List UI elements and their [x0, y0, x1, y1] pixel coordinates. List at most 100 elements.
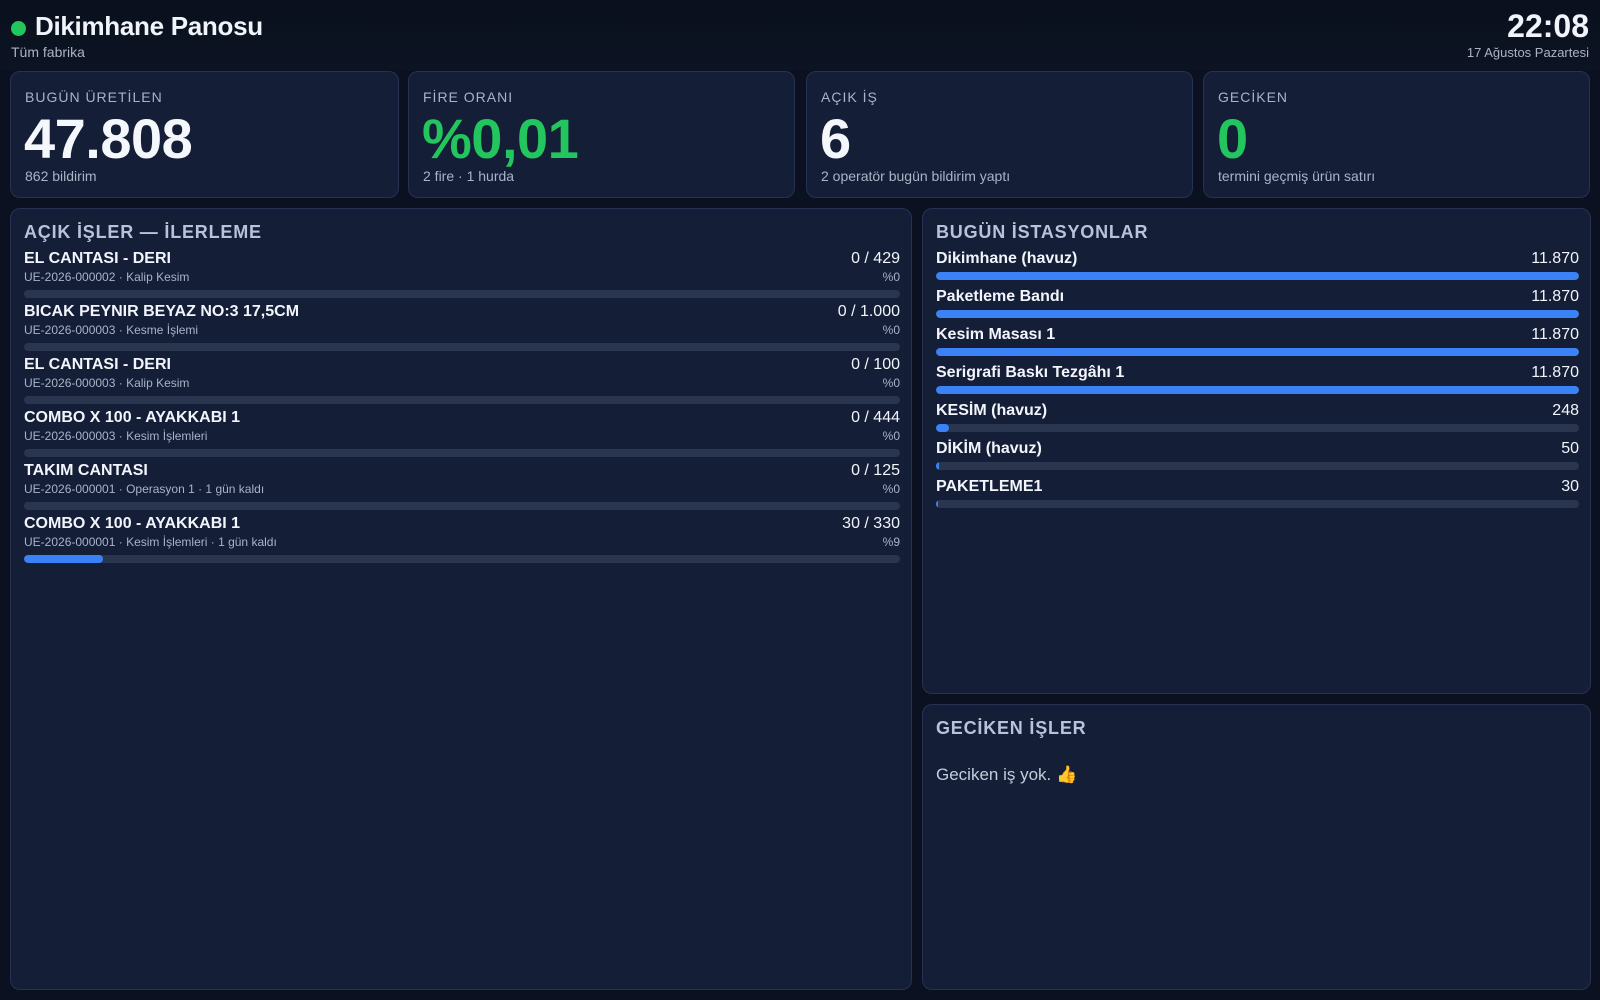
station-value: 11.870	[1531, 288, 1579, 305]
job-progress-fill	[24, 555, 103, 563]
station-value: 11.870	[1531, 326, 1579, 343]
open-jobs-panel: AÇIK İŞLER — İLERLEME EL CANTASI - DERI …	[10, 208, 912, 990]
job-progress-track	[24, 502, 900, 510]
station-row[interactable]: Kesim Masası 1 11.870	[936, 326, 1579, 362]
job-name: EL CANTASI - DERI	[24, 250, 171, 267]
station-bar-fill	[936, 272, 1579, 280]
station-value: 50	[1561, 440, 1579, 457]
job-count: 0 / 444	[851, 409, 900, 426]
stat-note: 862 bildirim	[25, 168, 97, 184]
station-name: DİKİM (havuz)	[936, 440, 1042, 457]
panel-title: AÇIK İŞLER — İLERLEME	[24, 222, 262, 242]
job-progress-track	[24, 396, 900, 404]
station-name: Paketleme Bandı	[936, 288, 1065, 305]
station-bar-track	[936, 424, 1579, 432]
job-percent: %9	[882, 535, 900, 549]
job-percent: %0	[882, 323, 900, 337]
stat-card-overdue: GECİKEN 0 termini geçmiş ürün satırı	[1203, 71, 1590, 198]
station-bar-fill	[936, 500, 938, 508]
job-meta: UE-2026-000001 · Operasyon 1 · 1 gün kal…	[24, 482, 265, 496]
panel-title: BUGÜN İSTASYONLAR	[936, 222, 1149, 242]
job-progress-track	[24, 555, 900, 563]
station-bar-track	[936, 386, 1579, 394]
job-name: TAKIM CANTASI	[24, 462, 148, 479]
station-row[interactable]: DİKİM (havuz) 50	[936, 440, 1579, 476]
panel-title: GECİKEN İŞLER	[936, 718, 1087, 738]
status-indicator	[11, 21, 26, 36]
job-progress-track	[24, 343, 900, 351]
job-count: 0 / 1.000	[837, 303, 900, 320]
stat-note: 2 fire · 1 hurda	[423, 168, 515, 184]
station-bar-fill	[936, 310, 1579, 318]
header: Dikimhane Panosu Tüm fabrika 22:08 17 Ağ…	[0, 0, 1600, 70]
station-name: PAKETLEME1	[936, 478, 1043, 495]
job-meta: UE-2026-000003 · Kalip Kesim	[24, 376, 190, 390]
station-bar-track	[936, 462, 1579, 470]
station-row[interactable]: Serigrafi Baskı Tezgâhı 1 11.870	[936, 364, 1579, 400]
station-row[interactable]: PAKETLEME1 30	[936, 478, 1579, 514]
clock: 22:08	[1507, 8, 1589, 44]
job-meta: UE-2026-000003 · Kesim İşlemleri	[24, 429, 208, 443]
current-date: 17 Ağustos Pazartesi	[1466, 45, 1589, 60]
stat-label: FİRE ORANI	[423, 89, 514, 105]
job-meta: UE-2026-000001 · Kesim İşlemleri · 1 gün…	[24, 535, 277, 549]
empty-state-message: Geciken iş yok. 👍	[936, 765, 1078, 784]
job-count: 30 / 330	[842, 515, 900, 532]
station-bar-track	[936, 500, 1579, 508]
stat-value: 47.808	[24, 107, 193, 170]
job-count: 0 / 125	[851, 462, 900, 479]
station-bar-track	[936, 272, 1579, 280]
station-bar-fill	[936, 462, 939, 470]
station-name: Kesim Masası 1	[936, 326, 1056, 343]
job-meta: UE-2026-000002 · Kalip Kesim	[24, 270, 190, 284]
station-name: Serigrafi Baskı Tezgâhı 1	[936, 364, 1125, 381]
job-count: 0 / 429	[851, 250, 900, 267]
stat-value: 6	[820, 107, 851, 170]
station-row[interactable]: Paketleme Bandı 11.870	[936, 288, 1579, 324]
stations-panel: BUGÜN İSTASYONLAR Dikimhane (havuz) 11.8…	[922, 208, 1591, 694]
job-progress-track	[24, 449, 900, 457]
job-percent: %0	[882, 429, 900, 443]
station-bar-fill	[936, 386, 1579, 394]
stat-value: %0,01	[422, 107, 579, 170]
stat-label: GECİKEN	[1218, 89, 1289, 105]
station-row[interactable]: KESİM (havuz) 248	[936, 402, 1579, 438]
job-row[interactable]: BICAK PEYNIR BEYAZ NO:3 17,5CM UE-2026-0…	[24, 303, 900, 353]
page-title: Dikimhane Panosu	[35, 11, 263, 41]
stat-card-open-jobs: AÇIK İŞ 6 2 operatör bugün bildirim yapt…	[806, 71, 1193, 198]
stat-label: AÇIK İŞ	[821, 89, 878, 105]
station-bar-fill	[936, 348, 1579, 356]
page-subtitle: Tüm fabrika	[11, 44, 85, 60]
job-name: BICAK PEYNIR BEYAZ NO:3 17,5CM	[24, 303, 300, 320]
station-value: 11.870	[1531, 364, 1579, 381]
job-row[interactable]: EL CANTASI - DERI UE-2026-000003 · Kalip…	[24, 356, 900, 406]
job-name: EL CANTASI - DERI	[24, 356, 171, 373]
stat-value: 0	[1217, 107, 1248, 170]
job-percent: %0	[882, 482, 900, 496]
station-value: 30	[1561, 478, 1579, 495]
station-value: 11.870	[1531, 250, 1579, 267]
job-count: 0 / 100	[851, 356, 900, 373]
station-name: Dikimhane (havuz)	[936, 250, 1078, 267]
stat-note: 2 operatör bugün bildirim yaptı	[821, 168, 1011, 184]
job-meta: UE-2026-000003 · Kesme İşlemi	[24, 323, 199, 337]
station-bar-track	[936, 310, 1579, 318]
job-name: COMBO X 100 - AYAKKABI 1	[24, 409, 241, 426]
job-row[interactable]: COMBO X 100 - AYAKKABI 1 UE-2026-000001 …	[24, 515, 900, 565]
overdue-jobs-panel: GECİKEN İŞLER Geciken iş yok. 👍	[922, 704, 1591, 990]
job-row[interactable]: COMBO X 100 - AYAKKABI 1 UE-2026-000003 …	[24, 409, 900, 459]
stat-card-produced-today: BUGÜN ÜRETİLEN 47.808 862 bildirim	[10, 71, 399, 198]
stat-label: BUGÜN ÜRETİLEN	[25, 89, 163, 105]
station-bar-track	[936, 348, 1579, 356]
job-name: COMBO X 100 - AYAKKABI 1	[24, 515, 241, 532]
job-percent: %0	[882, 376, 900, 390]
station-bar-fill	[936, 424, 950, 432]
station-row[interactable]: Dikimhane (havuz) 11.870	[936, 250, 1579, 286]
job-progress-track	[24, 290, 900, 298]
station-name: KESİM (havuz)	[936, 402, 1048, 419]
job-row[interactable]: TAKIM CANTASI UE-2026-000001 · Operasyon…	[24, 462, 900, 512]
job-row[interactable]: EL CANTASI - DERI UE-2026-000002 · Kalip…	[24, 250, 900, 300]
station-value: 248	[1552, 402, 1579, 419]
job-percent: %0	[882, 270, 900, 284]
stat-note: termini geçmiş ürün satırı	[1218, 168, 1376, 184]
